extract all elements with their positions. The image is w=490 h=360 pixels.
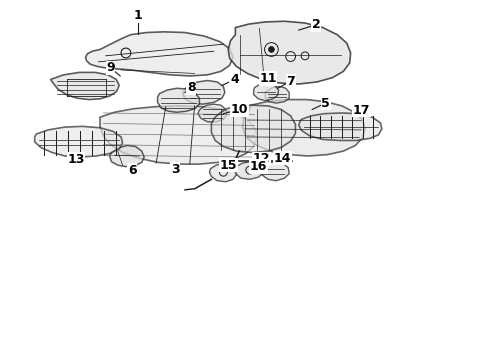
Polygon shape: [228, 21, 351, 84]
Polygon shape: [211, 105, 295, 153]
Text: 4: 4: [230, 73, 239, 86]
Text: 16: 16: [250, 160, 267, 173]
Text: 8: 8: [187, 81, 196, 94]
Text: 3: 3: [171, 163, 180, 176]
Text: 15: 15: [220, 159, 237, 172]
Text: 2: 2: [312, 18, 320, 31]
Polygon shape: [258, 162, 289, 181]
Polygon shape: [86, 32, 233, 76]
Text: 10: 10: [230, 103, 248, 116]
Text: 13: 13: [67, 153, 85, 166]
Text: 7: 7: [286, 75, 295, 88]
Text: 5: 5: [321, 96, 330, 109]
Polygon shape: [265, 86, 289, 103]
Text: 6: 6: [128, 164, 137, 177]
Text: 14: 14: [274, 152, 291, 165]
Polygon shape: [235, 162, 263, 179]
Polygon shape: [243, 100, 365, 156]
Polygon shape: [299, 113, 382, 140]
Polygon shape: [110, 145, 144, 167]
Polygon shape: [50, 72, 119, 100]
Polygon shape: [35, 126, 122, 157]
Text: 12: 12: [253, 152, 270, 165]
Text: 1: 1: [134, 9, 143, 22]
Polygon shape: [209, 163, 236, 182]
Circle shape: [269, 46, 274, 53]
Polygon shape: [254, 83, 279, 100]
Text: 11: 11: [259, 72, 277, 85]
Polygon shape: [158, 88, 199, 112]
Text: 9: 9: [106, 61, 115, 74]
Text: 17: 17: [352, 104, 370, 117]
Polygon shape: [183, 81, 225, 104]
Polygon shape: [198, 104, 227, 122]
Polygon shape: [100, 106, 257, 164]
